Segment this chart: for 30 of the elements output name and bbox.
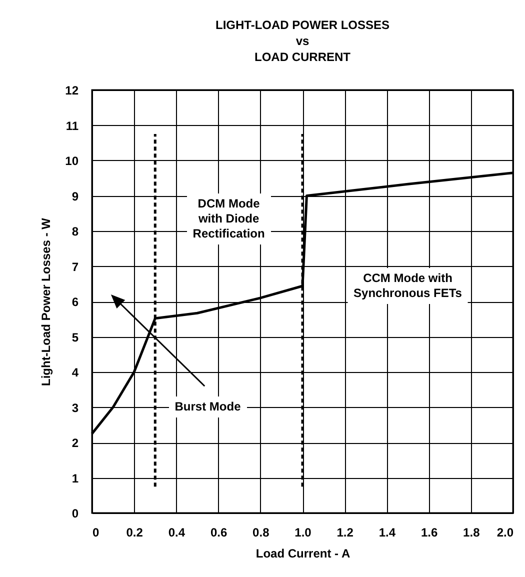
y-tick-label: 5 [72,330,79,344]
y-tick-label: 4 [72,366,79,380]
y-tick-label: 3 [72,400,79,415]
y-tick-label: 1 [72,471,79,486]
y-tick-label: 0 [72,506,79,520]
x-tick-label: 0.6 [210,526,228,540]
y-tick-label: 9 [72,189,79,204]
annotation: DCM Mode with Diode Rectification [186,193,271,244]
x-tick-label: 1.0 [294,526,312,540]
x-tick-label: 2.0 [496,526,514,540]
x-tick-label: 1.6 [420,526,438,540]
y-tick-label: 11 [66,118,79,133]
x-tick-label: 1.4 [378,526,396,540]
y-axis-title: Light-Load Power Losses - W [39,217,54,386]
x-tick-label: 0.4 [168,526,186,540]
x-tick-label: 1.8 [463,526,480,540]
chart-title: LIGHT-LOAD POWER LOSSES vs LOAD CURRENT [215,18,390,64]
annotation: CCM Mode with Synchronous FETs [348,268,468,304]
y-tick-label: 2 [72,436,79,450]
y-tick-label: 7 [72,260,79,274]
annotation: Burst Mode [168,396,247,418]
x-tick-label: 0.2 [126,526,144,540]
y-tick-label: 8 [72,224,79,238]
y-tick-label: 10 [65,154,79,168]
x-tick-label: 1.2 [336,526,354,540]
y-tick-label: 12 [65,84,79,98]
x-tick-label: 0 [92,526,100,540]
y-tick-label: 6 [72,295,79,309]
x-tick-label: 0.8 [252,526,270,540]
x-axis-title: Load Current - A [256,546,350,560]
